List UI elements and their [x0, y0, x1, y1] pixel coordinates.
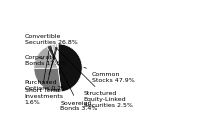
Wedge shape: [47, 45, 58, 68]
Wedge shape: [34, 68, 61, 92]
Wedge shape: [55, 44, 58, 68]
Wedge shape: [34, 47, 58, 68]
Text: Corporate
Bonds 17.6%: Corporate Bonds 17.6%: [25, 55, 66, 66]
Text: Sovereign
Bonds 3.4%: Sovereign Bonds 3.4%: [51, 49, 98, 112]
Text: Structured
Equity-Linked
Securities 2.5%: Structured Equity-Linked Securities 2.5%: [55, 47, 133, 108]
Text: Short Term
Investments
1.6%: Short Term Investments 1.6%: [25, 48, 64, 105]
Text: Common
Stocks 47.9%: Common Stocks 47.9%: [84, 67, 135, 83]
Wedge shape: [58, 44, 82, 92]
Text: Convertible
Securities 26.8%: Convertible Securities 26.8%: [25, 34, 77, 83]
Wedge shape: [51, 44, 58, 68]
Text: Purchased
Options 0.2%: Purchased Options 0.2%: [25, 47, 67, 91]
